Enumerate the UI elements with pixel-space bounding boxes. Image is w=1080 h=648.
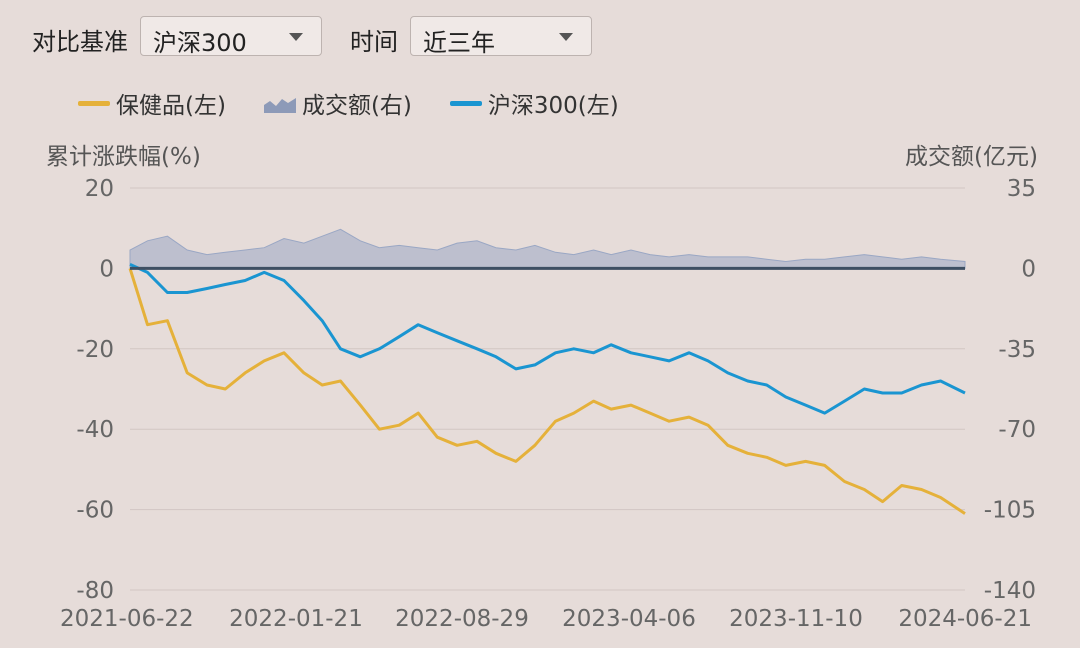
y-axis-left-title: 累计涨跌幅(%)	[46, 144, 201, 170]
x-tick-label: 2023-11-10	[729, 606, 863, 632]
x-tick-label: 2023-04-06	[562, 606, 696, 632]
legend-swatch	[449, 100, 482, 106]
x-tick-label: 2022-08-29	[395, 606, 529, 632]
legend-swatch	[78, 100, 110, 106]
area-swatch-icon	[263, 98, 296, 113]
y-left-tick-label: 20	[85, 176, 114, 202]
y-left-tick-label: -80	[76, 578, 114, 604]
x-tick-label: 2024-06-21	[898, 606, 1032, 632]
chart-legend: 保健品(左) 成交额(右) 沪深300(左)	[78, 86, 657, 120]
y-left-tick-label: -40	[76, 417, 114, 443]
compare-select[interactable]: 沪深300	[140, 16, 322, 57]
time-label: 时间	[350, 28, 398, 56]
x-tick-label: 2022-01-21	[229, 606, 363, 632]
y-right-tick-label: -105	[984, 498, 1036, 524]
compare-label: 对比基准	[32, 28, 128, 56]
y-left-tick-label: 0	[99, 256, 114, 282]
x-tick-label: 2021-06-22	[60, 606, 194, 632]
y-right-tick-label: -70	[998, 417, 1036, 443]
chevron-down-icon	[559, 33, 573, 41]
legend-label: 成交额(右)	[301, 93, 412, 119]
time-select[interactable]: 近三年	[410, 16, 592, 57]
volume-area	[129, 228, 966, 269]
y-right-tick-label: 35	[1007, 176, 1036, 202]
legend-label: 沪深300(左)	[487, 93, 619, 119]
series-line	[128, 267, 966, 515]
y-right-tick-label: -140	[984, 578, 1036, 604]
legend-item-hs300[interactable]: 沪深300(左)	[449, 86, 619, 120]
chevron-down-icon	[289, 33, 303, 41]
y-right-tick-label: -35	[998, 337, 1036, 363]
legend-item-volume[interactable]: 成交额(右)	[263, 86, 412, 120]
y-right-tick-label: 0	[1021, 256, 1036, 282]
time-value: 近三年	[423, 29, 495, 57]
y-axis-right-title: 成交额(亿元)	[905, 144, 1038, 170]
legend-label: 保健品(左)	[116, 93, 226, 119]
legend-item-health[interactable]: 保健品(左)	[78, 86, 226, 120]
y-left-tick-label: -60	[76, 498, 114, 524]
y-left-tick-label: -20	[76, 337, 114, 363]
series-line	[129, 263, 966, 415]
compare-value: 沪深300	[153, 29, 247, 57]
